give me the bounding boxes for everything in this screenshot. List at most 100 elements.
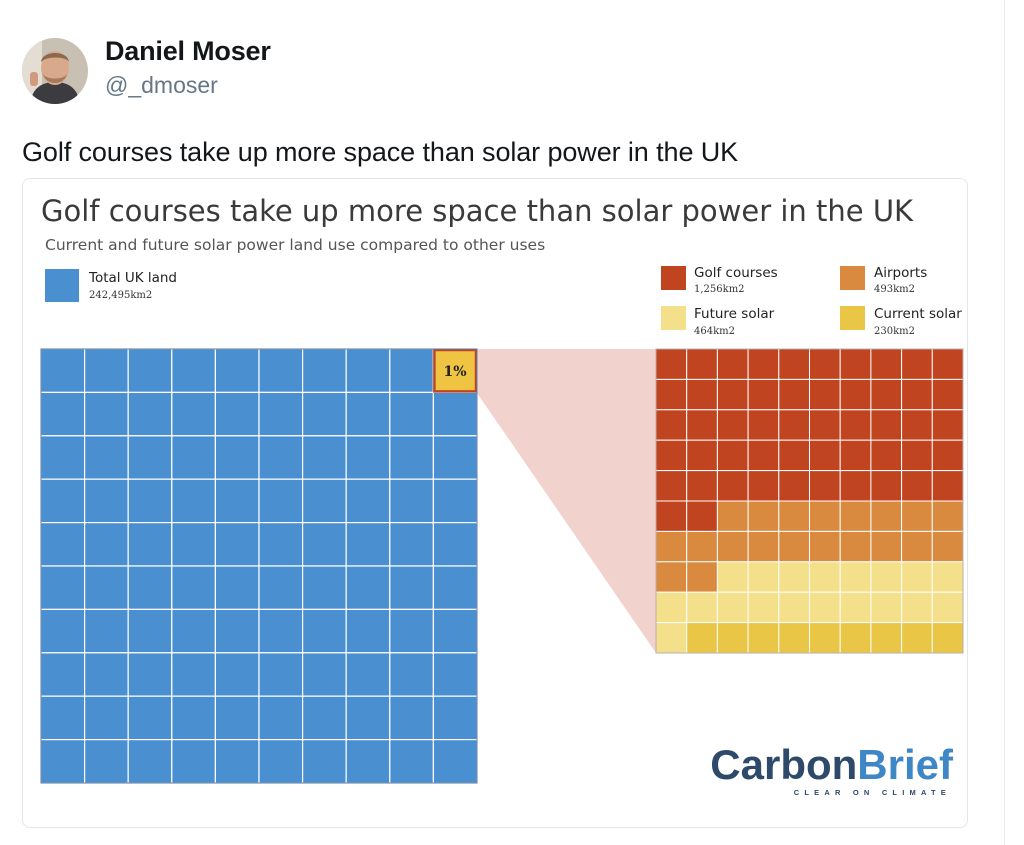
breakdown-cell-airports	[809, 500, 841, 532]
total-land-cell	[83, 695, 129, 741]
breakdown-cell-golf-courses	[655, 439, 688, 472]
one-percent-label: 1%	[443, 364, 466, 380]
breakdown-cell-current-solar	[839, 622, 872, 654]
total-land-cell	[258, 478, 304, 524]
total-land-cell	[214, 695, 260, 741]
carbonbrief-tagline: CLEAR ON CLIMATE	[794, 788, 951, 797]
total-land-cell	[40, 652, 86, 697]
breakdown-cell-golf-courses	[839, 439, 872, 472]
total-land-cell	[127, 565, 173, 611]
total-land-cell	[389, 738, 434, 784]
total-land-cell	[214, 652, 260, 697]
breakdown-cell-golf-courses	[809, 439, 841, 472]
total-land-cell	[127, 435, 173, 480]
legend-label-current-solar: Current solar	[874, 306, 962, 322]
total-land-cell	[345, 391, 391, 437]
breakdown-cell-golf-courses	[686, 378, 718, 411]
legend-label-airports: Airports	[874, 265, 927, 281]
breakdown-cell-airports	[778, 530, 810, 563]
total-land-cell	[432, 478, 478, 524]
breakdown-cell-golf-courses	[686, 439, 718, 472]
total-land-cell	[302, 652, 347, 697]
tweet-media-card[interactable]: Golf courses take up more space than sol…	[22, 178, 968, 828]
total-land-cell	[171, 478, 217, 524]
legend-swatch-airports	[840, 266, 865, 290]
breakdown-cell-golf-courses	[839, 470, 872, 502]
legend-value-airports: 493km2	[874, 284, 915, 295]
breakdown-cell-golf-courses	[778, 439, 810, 472]
total-land-cell	[40, 348, 86, 394]
breakdown-cell-airports	[655, 530, 688, 563]
author-name[interactable]: Daniel Moser	[105, 36, 271, 66]
breakdown-cell-future-solar	[901, 561, 933, 593]
total-land-cell	[127, 695, 173, 741]
total-land-cell	[83, 522, 129, 567]
total-land-cell	[40, 608, 86, 654]
breakdown-cell-airports	[870, 530, 903, 563]
breakdown-cell-airports	[931, 530, 964, 563]
breakdown-cell-golf-courses	[809, 409, 841, 441]
breakdown-cell-golf-courses	[809, 348, 841, 380]
breakdown-cell-future-solar	[931, 591, 964, 624]
total-land-grid	[40, 348, 478, 784]
breakdown-cell-golf-courses	[747, 378, 780, 411]
legend-label-future-solar: Future solar	[694, 306, 775, 322]
total-land-cell	[302, 695, 347, 741]
total-land-cell	[389, 565, 434, 611]
breakdown-cell-golf-courses	[747, 439, 780, 472]
breakdown-cell-golf-courses	[778, 348, 810, 380]
breakdown-cell-current-solar	[778, 622, 810, 654]
breakdown-cell-future-solar	[686, 591, 718, 624]
total-land-cell	[302, 608, 347, 654]
breakdown-cell-future-solar	[778, 591, 810, 624]
total-land-cell	[432, 738, 478, 784]
breakdown-cell-golf-courses	[839, 409, 872, 441]
total-land-cell	[302, 565, 347, 611]
legend-swatch-current-solar	[840, 306, 865, 330]
author-handle[interactable]: @_dmoser	[105, 72, 218, 98]
breakdown-cell-future-solar	[747, 591, 780, 624]
breakdown-cell-golf-courses	[655, 348, 688, 380]
legend-swatch-golf-courses	[661, 266, 686, 290]
chart-title: Golf courses take up more space than sol…	[41, 194, 914, 228]
total-land-cell	[345, 652, 391, 697]
total-land-cell	[83, 738, 129, 784]
total-land-cell	[127, 608, 173, 654]
total-land-cell	[127, 652, 173, 697]
breakdown-cell-current-solar	[870, 622, 903, 654]
waffle-chart: Golf courses take up more space than sol…	[40, 194, 964, 797]
total-land-cell	[171, 391, 217, 437]
avatar[interactable]	[22, 38, 88, 104]
total-land-cell	[214, 435, 260, 480]
breakdown-cell-airports	[747, 500, 780, 532]
total-land-cell	[258, 738, 304, 784]
breakdown-cell-golf-courses	[839, 378, 872, 411]
breakdown-cell-airports	[931, 500, 964, 532]
zoom-connector	[477, 349, 656, 653]
breakdown-cell-future-solar	[655, 622, 688, 654]
total-land-cell	[40, 565, 86, 611]
total-land-cell	[214, 738, 260, 784]
legend-value-golf-courses: 1,256km2	[694, 284, 745, 295]
breakdown-grid-outline	[655, 348, 964, 654]
legend-value-total-uk-land: 242,495km2	[89, 290, 152, 301]
total-land-cell	[171, 522, 217, 567]
breakdown-cell-golf-courses	[716, 470, 749, 502]
total-land-cell	[432, 522, 478, 567]
breakdown-cell-golf-courses	[716, 409, 749, 441]
total-land-cell	[389, 391, 434, 437]
total-land-cell	[40, 435, 86, 480]
breakdown-cell-golf-courses	[747, 470, 780, 502]
total-land-cell	[127, 478, 173, 524]
breakdown-cell-golf-courses	[809, 470, 841, 502]
breakdown-cell-current-solar	[686, 622, 718, 654]
total-land-cell	[345, 738, 391, 784]
total-land-cell	[345, 608, 391, 654]
breakdown-cell-future-solar	[716, 591, 749, 624]
total-land-cell	[432, 652, 478, 697]
total-land-cell	[345, 565, 391, 611]
breakdown-cell-future-solar	[716, 561, 749, 593]
breakdown-cell-golf-courses	[686, 470, 718, 502]
breakdown-cell-future-solar	[870, 591, 903, 624]
total-land-cell	[214, 565, 260, 611]
